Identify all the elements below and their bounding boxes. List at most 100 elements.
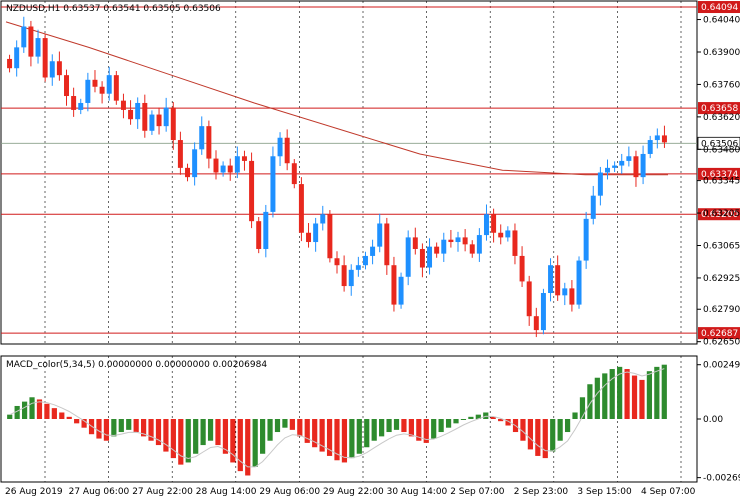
level-price-tag: 0.63374 [698,167,740,180]
candle-body [28,26,34,57]
macd-bar [14,405,20,419]
macd-bar [260,419,266,454]
main-panel-frame [0,0,698,345]
candle-body [469,244,475,254]
candle-body [341,265,347,287]
candle-body [185,167,191,178]
macd-bar [29,397,35,419]
candle-body [590,195,596,219]
macd-bar [193,419,199,454]
level-tag-label: 0.63658 [701,104,738,114]
candle-body [526,281,532,317]
price-tick-label: 0.63345 [703,177,740,187]
candle-body [419,248,425,268]
level-tag-label: 0.63374 [701,170,738,180]
macd-bar [326,419,333,456]
level-tag-label: 0.62687 [701,329,738,339]
macd-bar [646,371,653,419]
level-price-tag: 0.64094 [698,1,740,13]
macd-tick-label: 0.0024991 [703,361,740,371]
current-price-tag: 0.63506 [697,136,740,150]
time-label: 26 Aug 2019 [5,487,63,497]
macd-bar [133,419,139,433]
macd-bar [557,419,563,441]
candle-body [206,126,212,159]
macd-bar [237,419,243,472]
macd-bar [579,397,586,419]
macd-bar [312,419,318,448]
price-tick-label: 0.62650 [703,338,740,348]
candle-body [135,102,141,120]
macd-bar [349,419,355,459]
macd-tick-label: -0.0026991 [703,474,740,484]
macd-bar [74,419,80,424]
candle-body [633,156,639,178]
macd-bar [386,419,392,433]
candle-body [533,316,539,331]
macd-bar [126,419,132,430]
candle-body [7,58,13,69]
macd-bar [542,419,548,459]
macd-bar [207,419,214,441]
macd-bar [185,419,191,463]
candle-body [42,38,48,78]
candle-body [270,156,276,212]
candle-body [405,237,411,277]
macd-bar [594,377,600,419]
macd-bar [141,419,147,437]
horizontal-levels[interactable]: 0.64094 0.63658 0.63374 0.63200 0.62687 0.635… [1,1,740,340]
macd-bar [475,414,481,419]
macd-label: MACD_color(5,34,5) 0.00000000 0.00000000… [6,360,267,370]
symbol-header: NZDUSD,H1 0.63537 0.63541 0.63505 0.6350… [6,4,221,14]
price-tick-label: 0.62790 [703,305,740,315]
candle-body [128,109,134,120]
candle-body [619,160,625,166]
macd-signal-line [9,368,665,468]
candle-body [605,167,610,173]
macd-bar [527,419,533,450]
macd-bar [661,364,667,419]
candle-body [612,165,618,168]
macd-bar [163,419,169,452]
macd-bar [617,366,623,419]
candle-body [156,114,162,127]
level-tag-label: 0.63200 [701,210,738,220]
candle-body [92,79,98,87]
macd-bar [401,419,407,433]
candle-body [177,140,183,168]
macd-bar [289,419,295,430]
macd-bar [36,399,43,419]
candle-body [562,288,568,296]
time-label: 2 Sep 23:00 [514,487,569,497]
macd-bar [483,412,489,419]
candle-body [56,61,62,76]
candle-body [234,156,240,173]
macd-bar [297,419,303,437]
time-label: 28 Aug 14:00 [196,487,257,497]
macd-axis: 0.0024991 0.00 -0.0026991 [697,361,740,484]
macd-bar [423,419,429,443]
candle-body [597,172,603,196]
candle-body [277,137,283,157]
level-price-tag: 0.63200 [698,208,740,221]
macd-bar [535,419,541,456]
macd-bar [654,366,660,419]
candle-body [106,75,112,94]
candle-body [263,211,269,249]
macd-bar [609,369,615,419]
time-label: 3 Sep 15:00 [577,487,632,497]
macd-bar [587,384,593,419]
candle-body [491,214,497,233]
macd-bar [334,419,340,461]
macd-bar [379,419,385,437]
candle-body [78,102,84,110]
macd-bar [564,419,571,433]
candle-body [377,223,383,247]
candle-body [113,75,119,101]
macd-histogram [7,364,667,476]
price-tick-label: 0.62925 [703,274,740,284]
macd-bar [51,408,57,419]
macd-bar [81,419,87,428]
